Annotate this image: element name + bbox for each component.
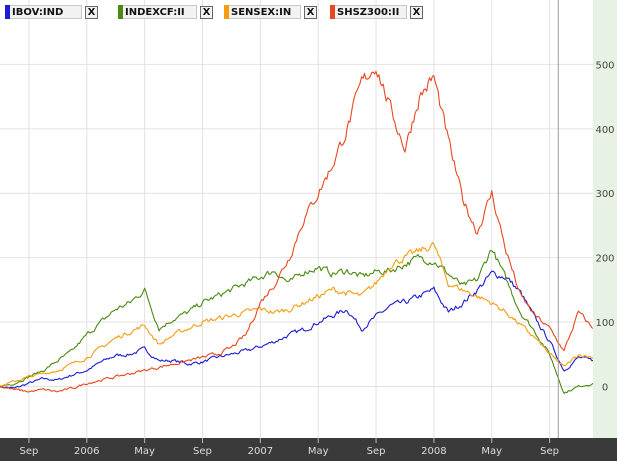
series-line-shsz300-ii: [0, 70, 594, 393]
x-tick-label: May: [134, 446, 155, 457]
legend-label: IBOV:IND: [10, 5, 82, 19]
legend-label: SENSEX:IN: [229, 5, 301, 19]
plot-area: [0, 0, 593, 438]
remove-series-button[interactable]: X: [304, 5, 317, 19]
legend-swatch: [330, 5, 335, 19]
legend-item: IBOV:IND X: [5, 5, 98, 19]
x-tick-label: Sep: [367, 446, 386, 457]
remove-series-button[interactable]: X: [200, 5, 213, 19]
grid: [0, 0, 593, 438]
right-axis-panel: [593, 0, 617, 438]
legend-item: SHSZ300:II X: [330, 5, 423, 19]
x-tick-label: Sep: [540, 446, 559, 457]
y-tick-label: 0: [602, 382, 608, 393]
x-tick-label: May: [481, 446, 502, 457]
y-axis-ticks: 500 400 300 200 100 0: [595, 60, 614, 393]
remove-series-button[interactable]: X: [410, 5, 423, 19]
legend-swatch: [5, 5, 10, 19]
legend-label: SHSZ300:II: [335, 5, 407, 19]
x-axis-ticks: Sep 2006 May Sep 2007 May Sep 2008 May Sep: [19, 438, 559, 457]
legend-swatch: [224, 5, 229, 19]
x-axis-bar: [0, 438, 617, 461]
x-tick-label: 2006: [74, 446, 99, 457]
x-tick-label: May: [308, 446, 329, 457]
y-tick-label: 300: [595, 189, 614, 200]
y-tick-label: 500: [595, 60, 614, 71]
x-tick-label: 2008: [421, 446, 446, 457]
y-tick-label: 200: [595, 254, 614, 265]
legend-item: SENSEX:IN X: [224, 5, 317, 19]
x-tick-label: Sep: [19, 446, 38, 457]
series-lines: [0, 70, 594, 394]
x-tick-label: Sep: [193, 446, 212, 457]
series-line-indexcf-ii: [0, 250, 594, 394]
remove-series-button[interactable]: X: [85, 5, 98, 19]
legend-swatch: [118, 5, 123, 19]
legend-item: INDEXCF:II X: [118, 5, 213, 19]
x-tick-label: 2007: [248, 446, 273, 457]
series-line-sensex-in: [0, 242, 594, 387]
y-tick-label: 400: [595, 125, 614, 136]
y-tick-label: 100: [595, 318, 614, 329]
legend-label: INDEXCF:II: [123, 5, 197, 19]
series-line-ibov-ind: [0, 270, 594, 389]
